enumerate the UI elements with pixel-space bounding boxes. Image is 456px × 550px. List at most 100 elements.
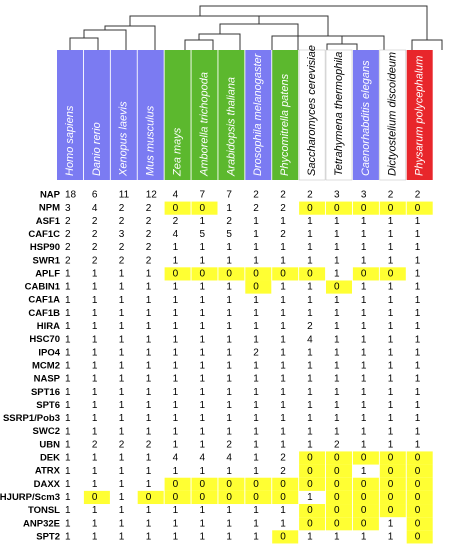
highlight xyxy=(326,477,352,491)
count: 0 xyxy=(415,492,421,503)
count: 1 xyxy=(280,255,286,266)
highlight xyxy=(245,280,272,294)
count: 1 xyxy=(119,282,125,293)
count: 1 xyxy=(226,361,232,372)
count: 1 xyxy=(415,269,421,280)
count: 4 xyxy=(173,190,179,201)
gene-label: CABIN1 xyxy=(25,282,61,293)
count: 1 xyxy=(92,282,98,293)
count: 1 xyxy=(415,387,421,398)
count: 0 xyxy=(415,532,421,543)
count: 1 xyxy=(388,426,394,437)
species-name: Dictyostelium discoideum xyxy=(387,52,399,176)
count: 1 xyxy=(334,269,340,280)
count: 1 xyxy=(388,387,394,398)
count: 1 xyxy=(92,413,98,424)
count: 0 xyxy=(361,492,367,503)
count: 1 xyxy=(146,387,152,398)
count: 1 xyxy=(415,255,421,266)
count: 0 xyxy=(173,269,179,280)
count: 0 xyxy=(388,479,394,490)
count: 1 xyxy=(280,426,286,437)
count: 1 xyxy=(146,426,152,437)
count: 0 xyxy=(280,532,286,543)
count: 2 xyxy=(119,242,125,253)
count: 0 xyxy=(361,269,367,280)
count: 1 xyxy=(200,255,206,266)
tree-branch xyxy=(69,25,156,50)
count: 1 xyxy=(119,321,125,332)
count: 1 xyxy=(307,361,313,372)
count: 1 xyxy=(361,216,367,227)
highlight xyxy=(379,477,406,491)
count: 0 xyxy=(388,203,394,214)
highlight xyxy=(379,267,406,281)
count: 6 xyxy=(92,190,98,201)
count: 1 xyxy=(226,334,232,345)
count: 1 xyxy=(173,334,179,345)
count: 1 xyxy=(119,413,125,424)
count: 1 xyxy=(146,400,152,411)
highlight xyxy=(406,517,433,531)
gene-label: SWC2 xyxy=(33,426,60,437)
count: 0 xyxy=(253,492,259,503)
count: 1 xyxy=(388,334,394,345)
count: 1 xyxy=(334,321,340,332)
count: 1 xyxy=(307,347,313,358)
count: 1 xyxy=(388,518,394,529)
count: 1 xyxy=(415,374,421,385)
count: 0 xyxy=(307,453,313,464)
count: 1 xyxy=(226,282,232,293)
highlight xyxy=(379,201,406,215)
count: 1 xyxy=(388,361,394,372)
count: 1 xyxy=(415,229,421,240)
highlight xyxy=(326,451,352,465)
highlight xyxy=(191,477,218,491)
count: 1 xyxy=(253,321,259,332)
count: 1 xyxy=(92,361,98,372)
highlight xyxy=(352,517,379,531)
highlight xyxy=(326,280,352,294)
count: 0 xyxy=(415,518,421,529)
count: 0 xyxy=(361,518,367,529)
count: 1 xyxy=(200,532,206,543)
count: 1 xyxy=(146,308,152,319)
count: 1 xyxy=(334,413,340,424)
count: 1 xyxy=(119,347,125,358)
highlight xyxy=(406,490,433,505)
count: 1 xyxy=(307,387,313,398)
count: 2 xyxy=(280,229,286,240)
count: 1 xyxy=(307,426,313,437)
highlight xyxy=(218,477,245,491)
gene-label: CAF1C xyxy=(28,229,60,240)
count: 4 xyxy=(226,453,232,464)
highlight xyxy=(299,517,326,531)
count: 4 xyxy=(173,229,179,240)
count: 1 xyxy=(415,426,421,437)
count: 1 xyxy=(173,308,179,319)
count: 1 xyxy=(280,439,286,450)
highlight xyxy=(299,477,326,491)
count: 0 xyxy=(253,479,259,490)
count: 1 xyxy=(200,347,206,358)
species-name: Mus musculus xyxy=(145,105,157,176)
gene-label: HIRA xyxy=(37,321,60,332)
count: 1 xyxy=(307,216,313,227)
count: 1 xyxy=(119,387,125,398)
tree-branch xyxy=(184,23,299,50)
gene-label: CAF1A xyxy=(28,295,60,306)
count: 1 xyxy=(65,453,71,464)
count: 1 xyxy=(65,347,71,358)
tree-branch xyxy=(258,16,358,50)
count: 1 xyxy=(173,282,179,293)
count: 1 xyxy=(388,308,394,319)
count: 0 xyxy=(307,479,313,490)
count: 1 xyxy=(173,387,179,398)
count: 1 xyxy=(146,361,152,372)
count: 1 xyxy=(200,413,206,424)
tree-branch xyxy=(199,5,443,50)
count: 1 xyxy=(415,216,421,227)
gene-label: APLF xyxy=(35,268,60,279)
count: 1 xyxy=(65,321,71,332)
